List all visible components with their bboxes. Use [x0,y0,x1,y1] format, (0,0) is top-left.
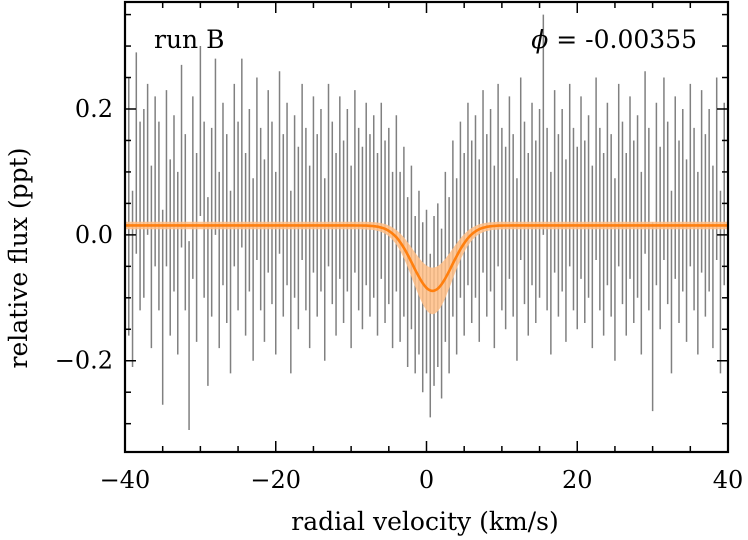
tick-labels: −40 −20 0 20 40 −0.2 0.0 0.2 [55,95,744,494]
y-tick-label: 0.0 [75,221,113,249]
y-tick-label: −0.2 [55,347,113,375]
x-tick-label: −40 [100,466,151,494]
phase-symbol: ϕ [531,25,548,54]
y-tick-label: 0.2 [75,95,113,123]
phase-annotation: ϕ = -0.00355 [531,25,697,54]
errorbar-series [128,14,725,430]
phase-value: = -0.00355 [548,25,697,54]
x-tick-label: −20 [250,466,301,494]
y-axis-label: relative flux (ppt) [4,148,33,369]
x-tick-label: 20 [562,466,593,494]
run-label: run B [154,25,224,54]
model-uncertainty-band [125,221,728,315]
plot-frame [123,0,730,454]
x-tick-label: 0 [419,466,434,494]
model-line [125,224,728,293]
x-axis-label: radial velocity (km/s) [291,507,558,536]
x-tick-label: 40 [713,466,744,494]
